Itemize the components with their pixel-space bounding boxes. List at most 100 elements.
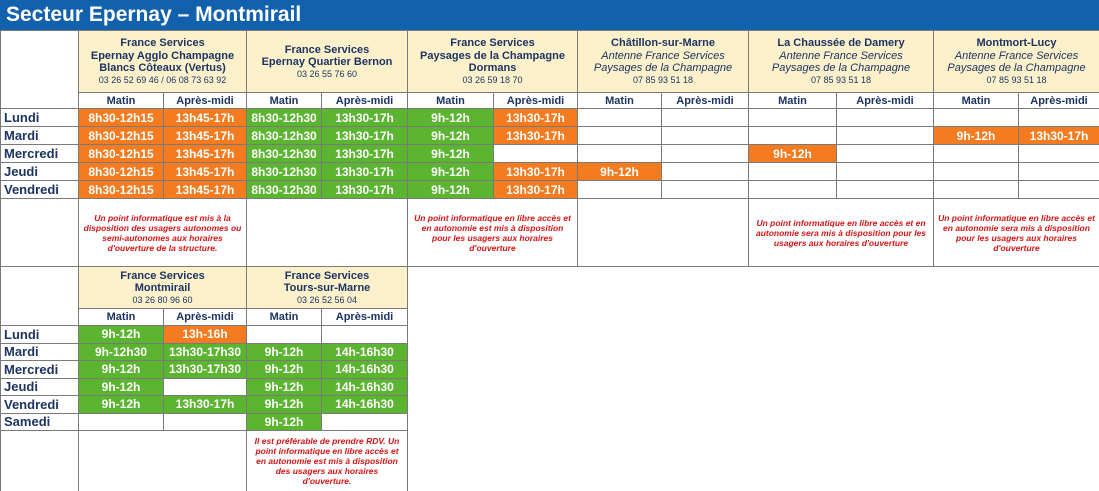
hours-cell: 9h-12h xyxy=(407,108,494,127)
hours-cell: 8h30-12h15 xyxy=(78,108,164,127)
hours-cell: 14h-16h30 xyxy=(321,360,408,379)
empty-cell xyxy=(661,180,749,199)
service-phone: 03 26 59 18 70 xyxy=(462,74,523,85)
day-label: Vendredi xyxy=(0,395,79,414)
service-phone: 03 26 55 76 60 xyxy=(296,68,358,79)
hours-cell: 9h-12h xyxy=(78,360,164,379)
hours-cell: 13h30-17h xyxy=(321,162,408,181)
hours-cell: 8h30-12h15 xyxy=(78,180,164,199)
hours-cell: 9h-12h xyxy=(407,162,494,181)
empty-cell xyxy=(748,162,837,181)
service-header: France Services Paysages de la Champagne D… xyxy=(407,30,578,93)
empty-cell xyxy=(836,180,934,199)
hours-cell: 14h-16h30 xyxy=(321,377,408,396)
empty-cell xyxy=(577,108,662,127)
hours-cell: 9h-12h xyxy=(407,126,494,145)
hours-cell: 8h30-12h30 xyxy=(246,180,322,199)
empty-cell xyxy=(577,126,662,145)
slot-header: Après-midi xyxy=(163,308,247,326)
service-phone: 03 26 52 69 46 / 06 08 73 63 92 xyxy=(98,74,227,85)
hours-cell: 13h45-17h xyxy=(163,126,247,145)
service-name: Châtillon-sur-Marne xyxy=(611,37,715,50)
slot-header: Après-midi xyxy=(321,92,408,109)
hours-cell: 13h45-17h xyxy=(163,162,247,181)
service-header: France Services Epernay Quartier Bernon 03… xyxy=(246,30,408,93)
day-label: Lundi xyxy=(0,108,79,127)
hours-cell: 9h-12h xyxy=(246,342,322,361)
hours-cell: 8h30-12h15 xyxy=(78,144,164,163)
note-label-cell xyxy=(0,430,79,491)
slot-header: Matin xyxy=(407,92,494,109)
slot-header: Matin xyxy=(577,92,662,109)
hours-cell: 13h30-17h xyxy=(493,108,578,127)
note-label-cell xyxy=(0,198,79,267)
empty-cell xyxy=(163,377,247,396)
slot-header: Après-midi xyxy=(1018,92,1099,109)
service-phone: 07 85 93 51 18 xyxy=(632,74,694,85)
service-name: France Services xyxy=(120,269,205,282)
slot-header: Matin xyxy=(748,92,837,109)
empty-cell xyxy=(1018,180,1099,199)
empty-cell xyxy=(577,180,662,199)
slot-header: Matin xyxy=(246,308,322,326)
empty-cell xyxy=(933,144,1019,163)
title: Secteur Epernay – Montmirail xyxy=(0,0,1099,30)
slot-header: Matin xyxy=(78,308,164,326)
hours-cell: 13h30-17h xyxy=(493,126,578,145)
empty-cell xyxy=(933,180,1019,199)
empty-cell xyxy=(661,144,749,163)
hours-cell: 9h-12h xyxy=(246,377,322,396)
empty-cell xyxy=(1018,144,1099,163)
empty-cell xyxy=(933,108,1019,127)
service-subtitle: Antenne France Services xyxy=(601,49,725,62)
service-header: Châtillon-sur-Marne Antenne France Servic… xyxy=(577,30,749,93)
service-name: Epernay Agglo Champagne xyxy=(90,49,235,62)
hours-cell: 13h45-17h xyxy=(163,108,247,127)
service-name: France Services xyxy=(284,269,370,282)
hours-cell: 9h-12h xyxy=(407,144,494,163)
empty-cell xyxy=(163,412,247,431)
service-header: La Chaussée de Damery Antenne France Serv… xyxy=(748,30,934,93)
hours-cell: 13h45-17h xyxy=(163,144,247,163)
day-label: Jeudi xyxy=(0,162,79,181)
empty-cell xyxy=(246,325,322,344)
empty-cell xyxy=(493,144,578,163)
empty-cell xyxy=(321,325,408,344)
day-label: Vendredi xyxy=(0,180,79,199)
corner-cell xyxy=(0,266,79,326)
empty-cell xyxy=(836,144,934,163)
hours-cell: 14h-16h30 xyxy=(321,395,408,414)
service-name: Paysages de la Champagne xyxy=(420,49,565,62)
day-label: Mercredi xyxy=(0,144,79,163)
day-label: Mardi xyxy=(0,126,79,145)
hours-cell: 8h30-12h15 xyxy=(78,126,164,145)
empty-cell xyxy=(836,126,934,145)
hours-cell: 13h30-17h xyxy=(321,108,408,127)
hours-cell: 13h30-17h xyxy=(321,180,408,199)
service-note: Un point informatique en libre accès et … xyxy=(933,198,1099,267)
service-subtitle: Paysages de la Champagne xyxy=(947,62,1086,75)
service-note: Un point informatique en libre accès et … xyxy=(407,198,578,267)
hours-cell: 8h30-12h30 xyxy=(246,144,322,163)
empty-cell xyxy=(78,412,164,431)
service-subtitle: Paysages de la Champagne xyxy=(771,62,911,75)
day-label: Lundi xyxy=(0,325,79,344)
service-subtitle: Paysages de la Champagne xyxy=(593,62,733,75)
service-subtitle: Antenne France Services xyxy=(954,49,1079,62)
empty-cell xyxy=(748,108,837,127)
hours-cell: 8h30-12h30 xyxy=(246,126,322,145)
service-subtitle: Antenne France Services xyxy=(779,49,903,62)
service-header: France Services Montmirail 03 26 80 96 60 xyxy=(78,266,247,309)
day-label: Mardi xyxy=(0,342,79,361)
service-note: Un point informatique en libre accès et … xyxy=(748,198,934,267)
hours-cell: 9h-12h xyxy=(933,126,1019,145)
service-note: Un point informatique est mis à la dispo… xyxy=(78,198,247,267)
slot-header: Après-midi xyxy=(163,92,247,109)
service-header: France Services Epernay Agglo Champagne Bl… xyxy=(78,30,247,93)
service-name: France Services xyxy=(120,37,205,50)
slot-header: Après-midi xyxy=(321,308,408,326)
service-header: Montmort-Lucy Antenne France Services Pays… xyxy=(933,30,1099,93)
empty-cell xyxy=(748,126,837,145)
service-phone: 03 26 52 56 04 xyxy=(296,294,358,305)
